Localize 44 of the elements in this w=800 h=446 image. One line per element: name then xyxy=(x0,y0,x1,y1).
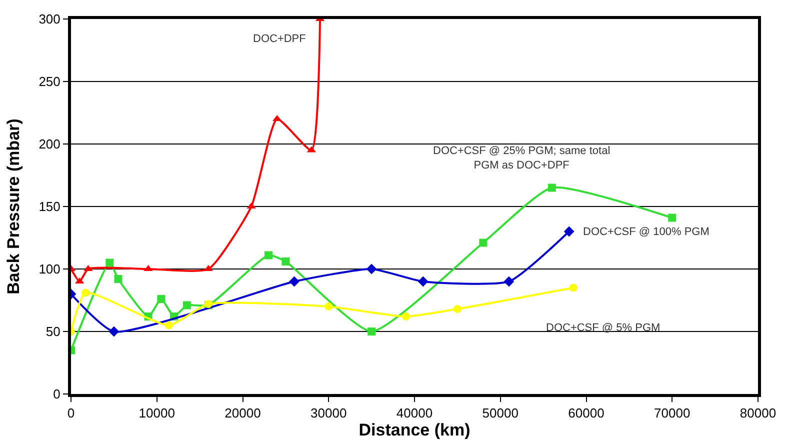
text: DOC+CSF @ 5% PGM xyxy=(546,322,660,334)
y-tick-label: 250 xyxy=(38,74,60,90)
point xyxy=(569,284,578,292)
point xyxy=(366,264,377,274)
y-tick-label: 150 xyxy=(38,199,60,214)
y-tick-label: 0 xyxy=(53,386,60,402)
point xyxy=(108,326,120,337)
point xyxy=(114,275,122,283)
point xyxy=(368,328,376,336)
y-tick-label: 50 xyxy=(46,324,60,340)
point xyxy=(289,276,300,287)
point xyxy=(548,184,556,192)
series-label: DOC+CSF @ 100% PGM xyxy=(583,226,710,238)
point xyxy=(82,288,90,297)
point xyxy=(106,258,114,267)
x-axis-title: Distance (km) xyxy=(358,420,470,440)
x-tick-label: 30000 xyxy=(310,406,347,421)
x-tick-label: 60000 xyxy=(568,406,604,421)
x-tick-label: 10000 xyxy=(138,406,175,421)
point xyxy=(479,238,488,247)
y-tick-label: 200 xyxy=(38,136,60,152)
x-tick-label: 70000 xyxy=(654,406,690,421)
point xyxy=(402,312,410,320)
series-label: DOC+DPF xyxy=(253,33,306,45)
x-tick-label: 50000 xyxy=(482,406,518,421)
x-tick-label: 0 xyxy=(67,406,75,421)
point xyxy=(418,276,428,287)
point xyxy=(453,305,462,313)
point xyxy=(564,226,574,237)
point xyxy=(264,251,273,260)
point xyxy=(282,258,290,266)
point xyxy=(668,214,676,222)
point xyxy=(164,321,173,330)
y-axis-title: Back Pressure (mbar) xyxy=(4,118,24,294)
text: DOC+CSF @ 25% PGM; same total PGM as DOC+DPF xyxy=(433,145,610,172)
x-tick-label: 80000 xyxy=(740,406,776,421)
x-tick-label: 40000 xyxy=(396,406,433,421)
point xyxy=(504,276,514,287)
y-tick-label: 100 xyxy=(38,262,60,277)
y-tick-label: 300 xyxy=(38,12,60,27)
point xyxy=(157,295,166,303)
point xyxy=(182,301,191,310)
point xyxy=(324,302,333,310)
x-tick-label: 20000 xyxy=(224,406,261,421)
